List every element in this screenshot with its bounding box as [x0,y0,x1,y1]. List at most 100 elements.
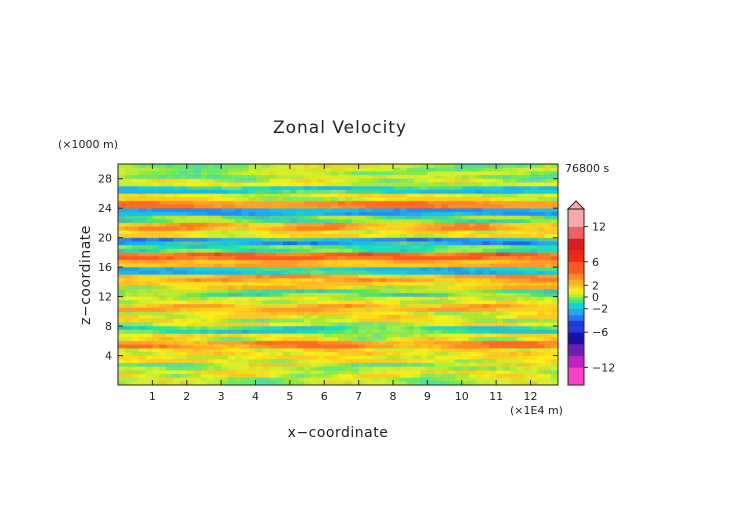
velocity-cell [200,296,208,301]
velocity-cell [207,292,215,297]
velocity-cell [296,178,305,183]
velocity-cell [393,362,401,367]
velocity-cell [186,344,195,349]
velocity-cell [255,337,263,342]
velocity-cell [454,303,463,309]
velocity-cell [317,322,325,327]
velocity-cell [475,226,483,231]
velocity-cell [489,175,497,180]
velocity-cell [310,270,318,275]
velocity-cell [262,233,270,239]
velocity-cell [496,281,504,286]
velocity-cell [386,362,394,367]
velocity-cell [399,178,408,183]
velocity-cell [138,274,146,279]
velocity-cell [393,186,401,191]
velocity-cell [365,208,373,213]
velocity-cell [503,337,511,342]
velocity-cell [269,259,277,264]
velocity-cell [221,178,229,183]
velocity-cell [406,373,415,379]
velocity-cell [379,226,387,231]
velocity-cell [454,248,463,253]
velocity-cell [386,197,394,202]
velocity-cell [118,303,126,309]
velocity-cell [138,263,146,268]
velocity-cell [537,303,545,309]
velocity-cell [145,164,153,169]
velocity-cell [413,366,421,371]
velocity-cell [152,241,160,246]
velocity-cell [516,178,525,183]
velocity-cell [351,263,360,268]
velocity-cell [234,222,243,228]
velocity-cell [344,311,353,316]
velocity-cell [351,373,360,379]
velocity-cell [200,300,208,305]
velocity-cell [145,274,153,279]
velocity-cell [454,245,463,250]
velocity-cell [262,259,270,264]
velocity-cell [413,311,421,316]
velocity-cell [166,292,174,297]
velocity-cell [234,182,243,187]
velocity-cell [393,211,401,216]
velocity-cell [489,281,497,286]
velocity-cell [427,200,435,205]
velocity-cell [365,252,373,257]
velocity-cell [344,226,353,231]
velocity-cell [338,233,346,239]
velocity-cell [145,344,153,349]
velocity-cell [166,289,174,294]
velocity-cell [255,274,263,279]
velocity-cell [145,215,153,220]
velocity-cell [406,263,415,268]
velocity-cell [448,200,456,205]
velocity-cell [496,263,504,268]
velocity-cell [413,285,421,290]
velocity-cell [344,307,353,312]
velocity-cell [434,359,442,364]
velocity-cell [427,340,435,345]
velocity-cell [234,215,243,220]
velocity-cell [475,256,483,261]
velocity-cell [365,248,373,253]
velocity-cell [262,252,270,257]
velocity-cell [489,311,497,316]
velocity-cell [338,333,346,338]
velocity-cell [173,326,181,331]
velocity-cell [131,222,140,228]
velocity-cell [372,197,380,202]
velocity-cell [186,351,195,356]
velocity-cell [503,267,511,272]
velocity-cell [186,200,195,205]
velocity-cell [296,370,305,375]
velocity-cell [338,193,346,198]
velocity-cell [145,359,153,364]
velocity-cell [145,366,153,371]
velocity-cell [503,197,511,202]
velocity-cell [324,252,332,257]
velocity-cell [530,315,538,320]
velocity-cell [331,230,339,235]
velocity-cell [124,259,133,264]
velocity-cell [551,333,558,338]
velocity-cell [406,270,415,275]
velocity-cell [365,270,373,275]
velocity-cell [283,307,291,312]
velocity-cell [496,289,504,294]
velocity-cell [351,318,360,323]
velocity-cell [358,259,366,264]
velocity-cell [262,337,270,342]
velocity-cell [193,381,201,385]
velocity-cell [448,333,456,338]
velocity-cell [393,337,401,342]
velocity-cell [159,178,167,183]
velocity-cell [379,256,387,261]
velocity-cell [200,175,208,180]
velocity-cell [544,219,552,224]
velocity-cell [228,281,236,286]
velocity-cell [228,285,236,290]
velocity-cell [551,189,558,194]
velocity-cell [530,167,538,172]
